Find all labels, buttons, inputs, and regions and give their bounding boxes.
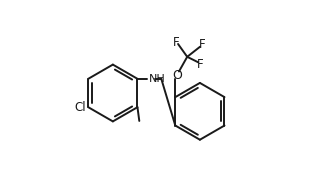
Text: NH: NH — [148, 74, 165, 84]
Text: Cl: Cl — [74, 101, 86, 114]
Text: F: F — [199, 38, 205, 51]
Text: O: O — [172, 69, 182, 82]
Text: F: F — [173, 36, 180, 49]
Text: F: F — [197, 58, 203, 71]
